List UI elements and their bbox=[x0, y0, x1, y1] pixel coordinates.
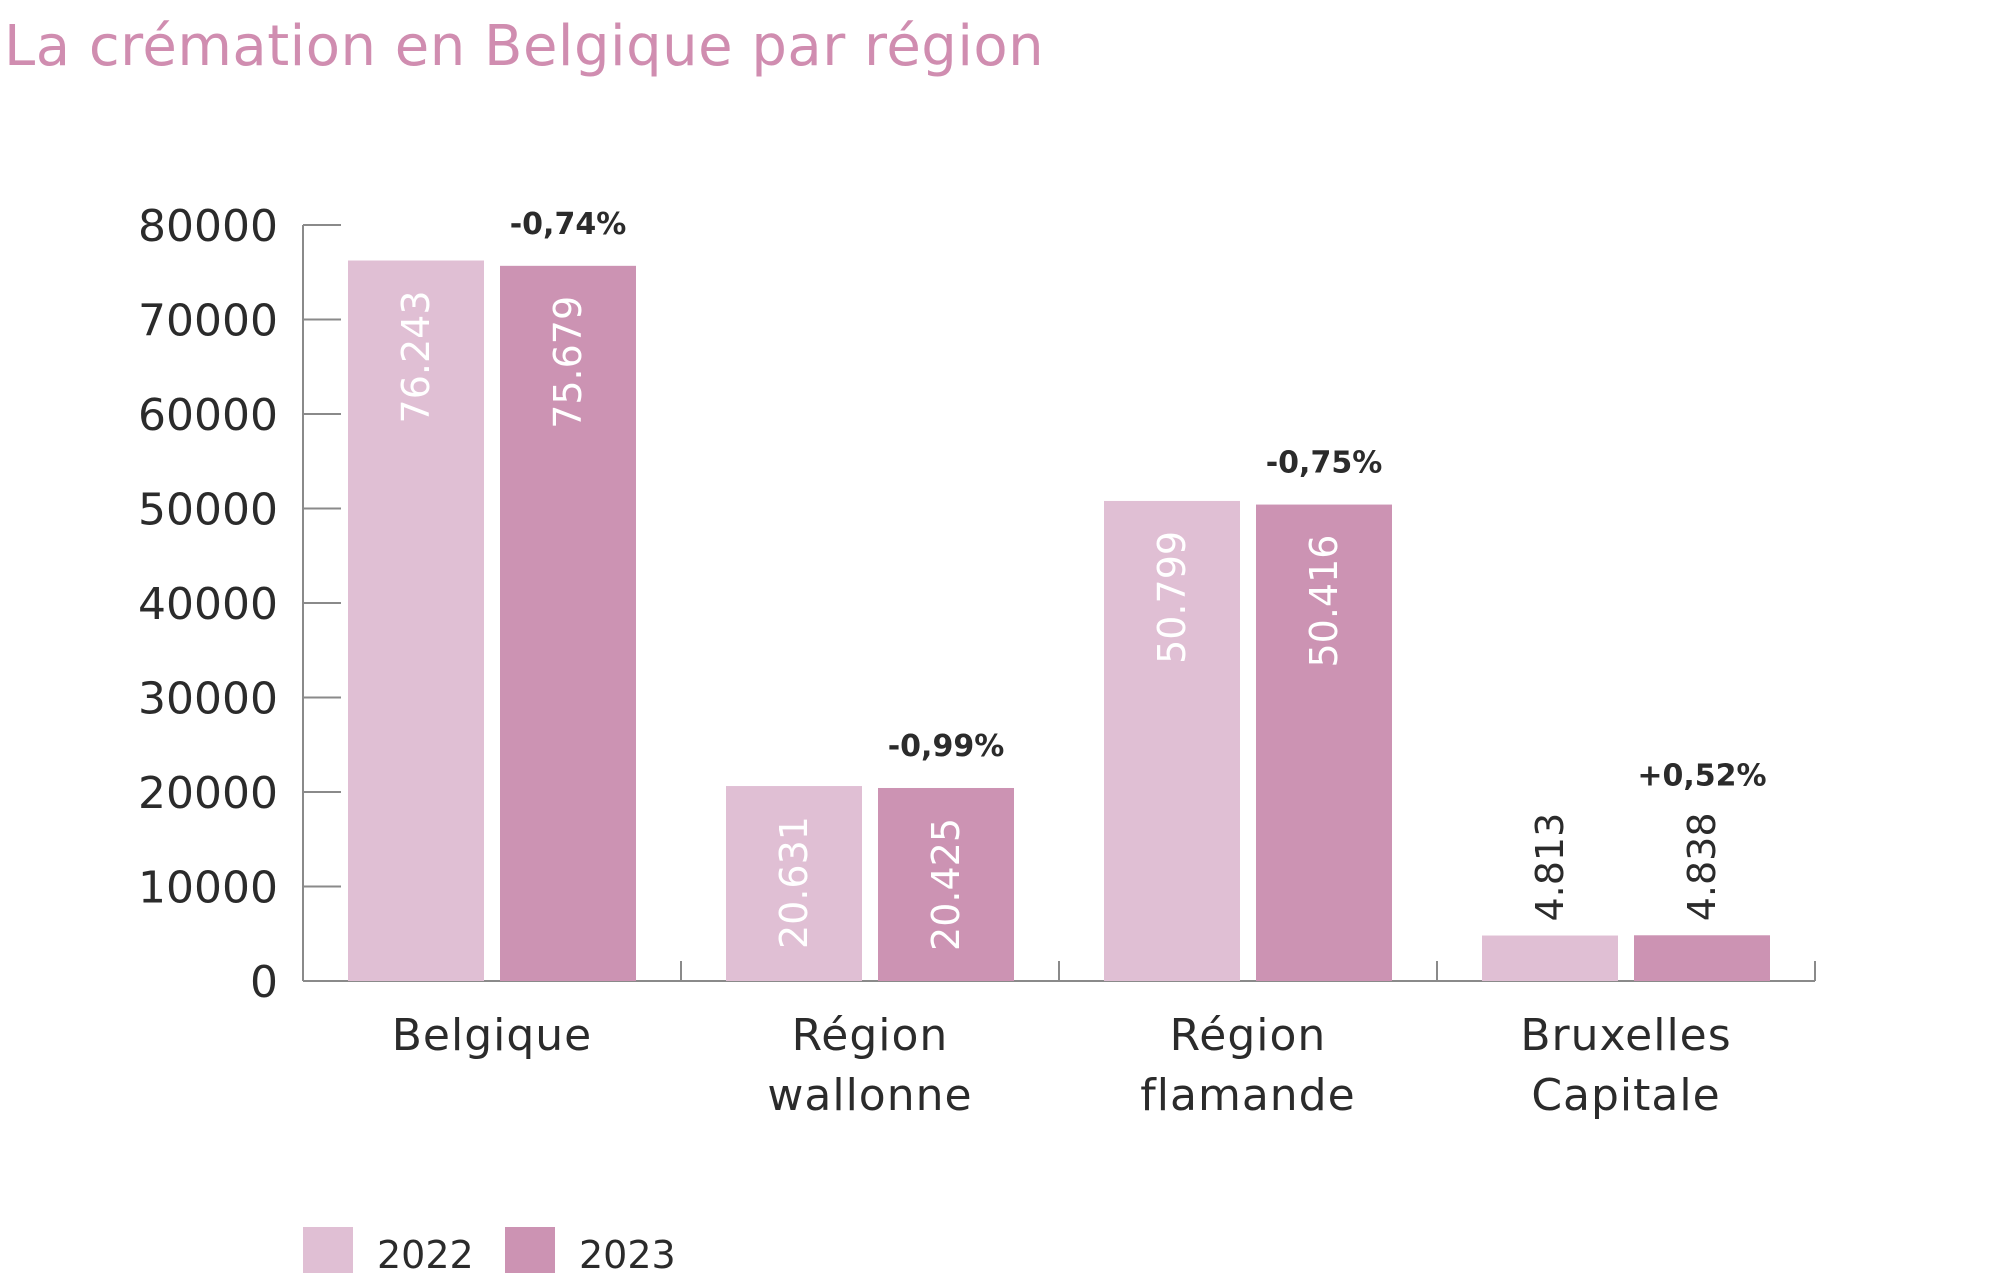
x-category-label: Région bbox=[1170, 1010, 1327, 1061]
y-tick-label: 70000 bbox=[138, 296, 278, 347]
bar-2022 bbox=[1482, 935, 1618, 981]
legend-label-2022: 2022 bbox=[377, 1233, 474, 1273]
bar-2023 bbox=[878, 787, 1014, 981]
x-category-label: Capitale bbox=[1531, 1070, 1720, 1121]
legend-swatch-2023 bbox=[505, 1227, 555, 1273]
legend-swatch-2022 bbox=[303, 1227, 353, 1273]
bar-value-label: 50.799 bbox=[1150, 531, 1194, 664]
bar-value-label: 75.679 bbox=[546, 296, 590, 429]
bar-value-label: 50.416 bbox=[1302, 535, 1346, 668]
x-category-label: Belgique bbox=[392, 1010, 593, 1061]
legend-label-2023: 2023 bbox=[579, 1233, 676, 1273]
chart-title: La crémation en Belgique par région bbox=[4, 14, 1045, 79]
bar-2022 bbox=[348, 260, 484, 981]
y-tick-label: 50000 bbox=[138, 485, 278, 536]
change-label: +0,52% bbox=[1637, 758, 1766, 793]
bar-2023 bbox=[1256, 504, 1392, 981]
bar-2022 bbox=[1104, 500, 1240, 981]
y-tick-label: 20000 bbox=[138, 768, 278, 819]
x-category-label: wallonne bbox=[767, 1070, 972, 1121]
bar-value-label: 4.838 bbox=[1680, 812, 1724, 921]
change-label: -0,74% bbox=[510, 207, 627, 242]
x-category-label: Bruxelles bbox=[1520, 1010, 1731, 1061]
y-tick-label: 80000 bbox=[138, 201, 278, 252]
y-tick-label: 60000 bbox=[138, 390, 278, 441]
chart-labels: 76.243 75.679 -0,74% Belgique 20.631 20.425 -0… bbox=[392, 207, 1767, 1121]
change-label: -0,75% bbox=[1266, 446, 1383, 481]
chart-axes: 0 10000 20000 30000 40000 50000 60000 70000 8000… bbox=[138, 201, 1816, 1008]
bar-value-label: 20.425 bbox=[924, 818, 968, 951]
bar-value-label: 76.243 bbox=[394, 291, 438, 424]
bar-value-label: 20.631 bbox=[772, 816, 816, 949]
bar-2023 bbox=[500, 265, 636, 981]
x-category-label: Région bbox=[792, 1010, 949, 1061]
x-category-label: flamande bbox=[1140, 1070, 1355, 1121]
chart-bars bbox=[348, 260, 1770, 981]
bar-2022 bbox=[726, 786, 862, 981]
bar-value-label: 4.813 bbox=[1528, 813, 1572, 922]
bar-2023 bbox=[1634, 935, 1770, 981]
change-label: -0,99% bbox=[888, 729, 1005, 764]
y-tick-label: 40000 bbox=[138, 579, 278, 630]
y-tick-label: 0 bbox=[250, 957, 278, 1008]
y-tick-label: 30000 bbox=[138, 674, 278, 725]
chart-legend: 2022 2023 bbox=[303, 1227, 676, 1273]
y-tick-label: 10000 bbox=[138, 863, 278, 914]
